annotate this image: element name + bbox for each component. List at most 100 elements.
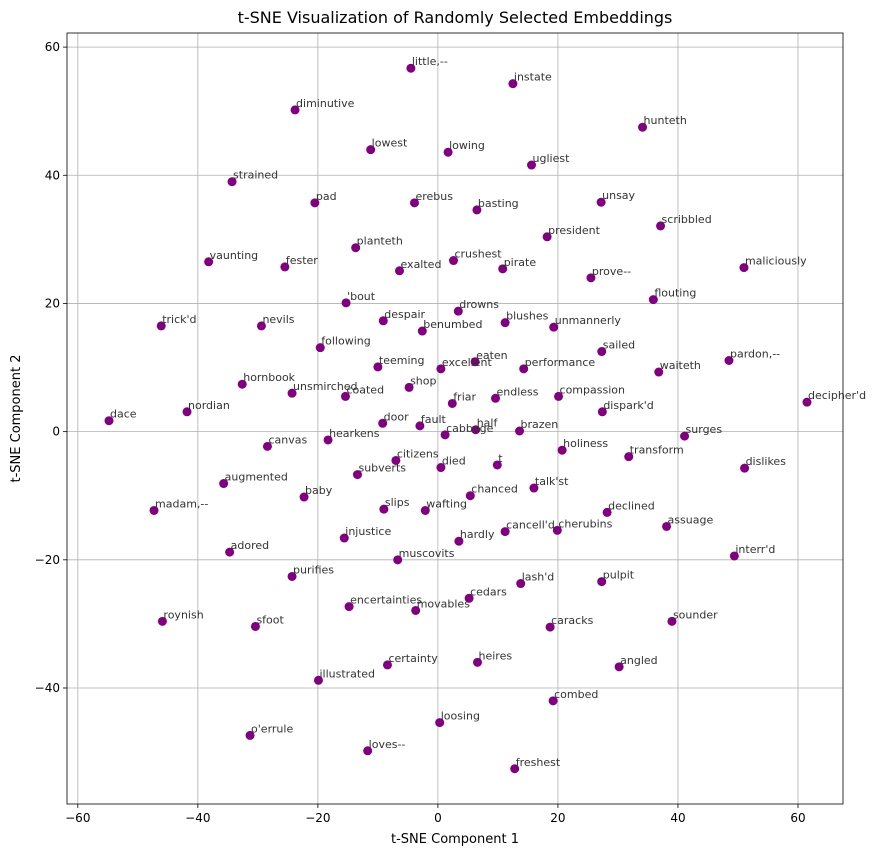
point-label: compassion — [560, 383, 625, 396]
data-point — [667, 616, 677, 626]
point-label: angled — [620, 654, 658, 667]
point-label: interr'd — [735, 543, 775, 556]
data-point — [510, 764, 520, 774]
point-label: decipher'd — [808, 389, 866, 402]
point-label: citizens — [397, 447, 439, 460]
data-point — [204, 257, 214, 267]
data-point — [596, 197, 606, 207]
data-point — [739, 263, 749, 273]
point-label: vaunting — [210, 249, 259, 262]
data-point — [724, 355, 734, 365]
point-label: flouting — [654, 287, 696, 300]
point-label: muscovits — [399, 547, 455, 560]
point-label: madam,-- — [155, 497, 208, 510]
data-point — [529, 483, 539, 493]
point-label: dispark'd — [603, 399, 653, 412]
data-point — [280, 262, 290, 272]
plot-frame — [66, 32, 844, 805]
point-label: lash'd — [522, 571, 555, 584]
data-point — [654, 367, 664, 377]
x-tick-label: 40 — [670, 811, 685, 825]
data-point — [597, 577, 607, 587]
point-label: movables — [417, 597, 471, 610]
point-label: following — [321, 335, 370, 348]
data-point — [500, 318, 510, 328]
data-point — [411, 605, 421, 615]
data-point — [157, 616, 167, 626]
data-point — [310, 198, 320, 208]
data-point — [378, 316, 388, 326]
point-label: transform — [630, 444, 684, 457]
data-point — [420, 505, 430, 515]
point-label: baby — [305, 484, 333, 497]
y-tick-label: −40 — [35, 681, 60, 695]
data-point — [436, 463, 446, 473]
data-point — [379, 504, 389, 514]
data-point — [557, 445, 567, 455]
data-point — [527, 160, 537, 170]
point-label: diminutive — [296, 97, 355, 110]
data-point — [417, 326, 427, 336]
point-label: cabbage — [446, 422, 493, 435]
data-point — [315, 343, 325, 353]
point-label: hunteth — [644, 114, 687, 127]
point-label: canvas — [268, 433, 307, 446]
point-label: holiness — [563, 437, 608, 450]
data-point — [250, 621, 260, 631]
point-label: maliciously — [745, 255, 807, 268]
data-point — [182, 407, 192, 417]
x-tick-label: −60 — [65, 811, 90, 825]
point-label: fault — [421, 413, 447, 426]
point-label: door — [384, 410, 409, 423]
point-label: unsmirched — [293, 380, 358, 393]
point-label: sailed — [603, 339, 635, 352]
point-label: dace — [110, 408, 137, 421]
point-label: teeming — [379, 354, 425, 367]
data-point — [404, 382, 414, 392]
data-point — [597, 407, 607, 417]
point-label: o'errule — [251, 722, 293, 735]
data-point — [391, 455, 401, 465]
data-point — [656, 221, 666, 231]
x-tick-label: 60 — [790, 811, 805, 825]
point-label: little,-- — [412, 55, 448, 68]
data-point — [339, 533, 349, 543]
data-point — [802, 397, 812, 407]
point-label: unsay — [602, 189, 635, 202]
data-point — [440, 430, 450, 440]
data-point — [473, 657, 483, 667]
data-point — [435, 718, 445, 728]
data-point — [363, 746, 373, 756]
data-point — [662, 521, 672, 531]
data-point — [554, 391, 564, 401]
data-points — [104, 63, 812, 774]
point-label: freshest — [516, 756, 561, 769]
data-point — [516, 579, 526, 589]
y-tick-label: −20 — [35, 553, 60, 567]
point-label: chanced — [471, 483, 518, 496]
data-point — [586, 273, 596, 283]
data-point — [351, 243, 361, 253]
y-tick-label: 0 — [52, 425, 60, 439]
data-point — [340, 391, 350, 401]
point-label: encertainties — [350, 594, 422, 607]
point-label: cancell'd — [506, 519, 555, 532]
data-point — [366, 145, 376, 155]
point-label: certainty — [388, 652, 438, 665]
data-point — [602, 507, 612, 517]
point-label: prove-- — [592, 265, 631, 278]
point-label: nordian — [188, 399, 230, 412]
point-label: slips — [385, 496, 410, 509]
point-label: eaten — [476, 349, 508, 362]
point-label: scribbled — [662, 213, 712, 226]
point-label: died — [442, 455, 466, 468]
data-point — [472, 205, 482, 215]
point-label: talk'st — [535, 475, 569, 488]
data-point — [245, 730, 255, 740]
data-point — [465, 491, 475, 501]
y-tick-label: 20 — [45, 296, 60, 310]
data-point — [256, 321, 266, 331]
point-label: cedars — [470, 585, 507, 598]
data-point — [219, 479, 229, 489]
point-label: coated — [346, 383, 384, 396]
